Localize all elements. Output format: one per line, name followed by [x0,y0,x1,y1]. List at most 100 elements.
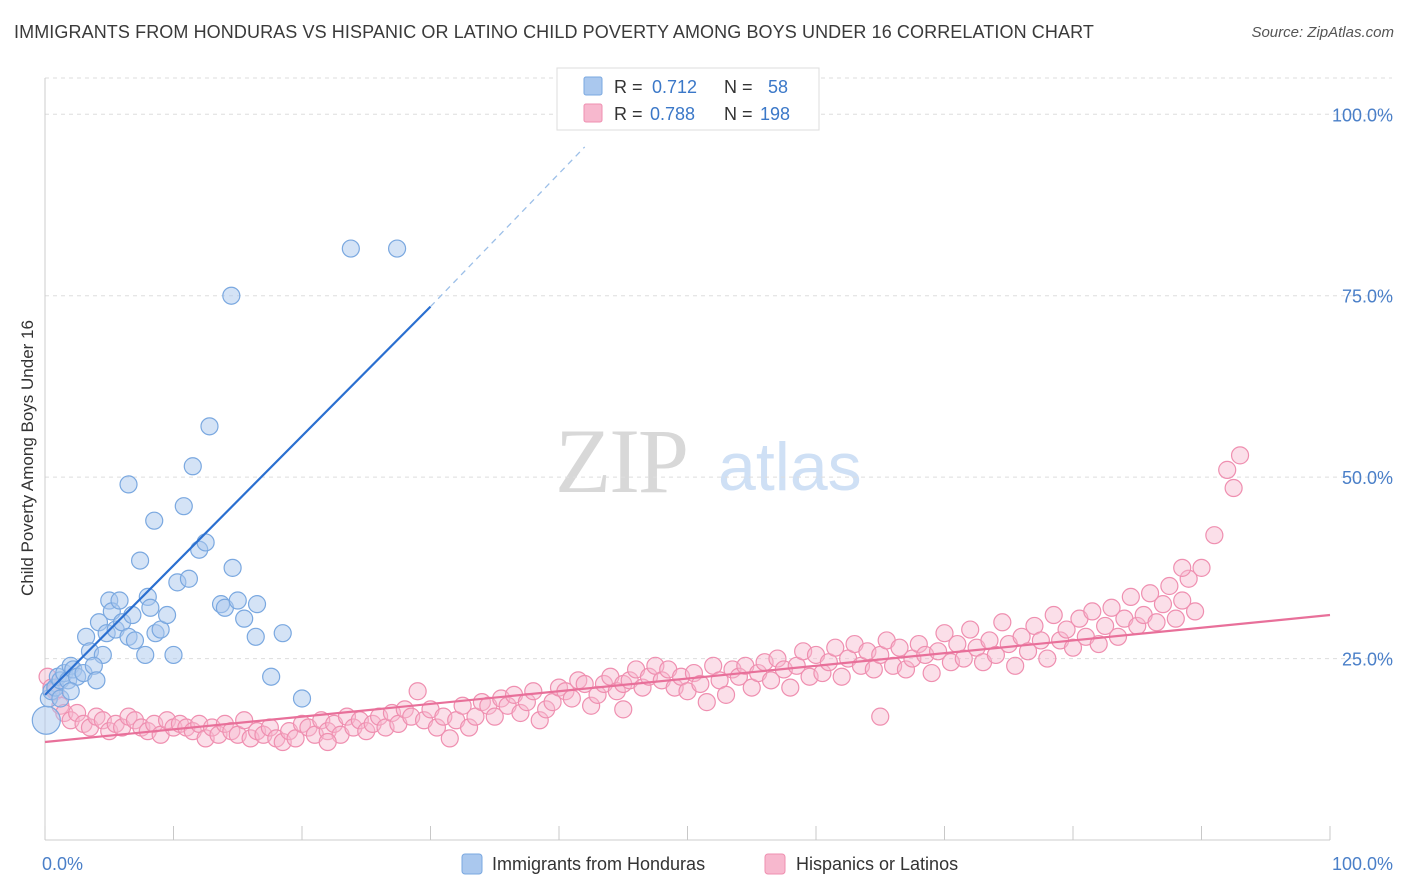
hispanic-point-176 [1160,576,1179,596]
hispanic-point-51 [357,722,376,741]
honduras-point-40 [174,497,193,516]
honduras-point-29 [130,551,150,570]
hispanic-point-150 [993,613,1012,632]
hispanic-point-186 [1224,478,1243,498]
honduras-point-23 [110,591,129,610]
honduras-point-37 [145,511,164,530]
x-tick-label-max: 100.0% [1332,854,1393,874]
hispanic-point-183 [1218,460,1237,479]
honduras-point-27 [123,605,142,625]
honduras-point-36 [164,645,183,665]
hispanic-point-144 [954,649,973,668]
honduras-point-38 [119,475,138,494]
y-tick-label-1: 50.0% [1342,468,1393,488]
honduras-trend-extension [430,146,586,308]
honduras-point-0 [31,705,61,735]
hispanic-point-62 [427,718,447,737]
hispanic-point-135 [896,660,916,679]
hispanic-point-149 [986,645,1006,665]
hispanic-point-6 [68,703,87,723]
watermark-zip: ZIP [555,410,687,512]
honduras-point-48 [223,558,242,577]
hispanic-point-78 [530,711,549,730]
stats-swatch-blue [583,76,603,96]
source-label: Source: ZipAtlas.com [1251,24,1394,41]
series-legend: Immigrants from Honduras Hispanics or La… [461,853,958,875]
stats-r-label-blue: R = [614,77,643,97]
hispanic-point-177 [1166,609,1185,628]
honduras-point-41 [179,569,199,588]
hispanic-point-107 [716,685,736,704]
hispanic-point-139 [922,663,941,683]
hispanic-point-180 [1185,602,1205,621]
legend-label-honduras: Immigrants from Honduras [492,854,705,874]
stats-n-label-blue: N = [724,77,753,97]
stats-r-value-blue: 0.712 [652,77,697,97]
hispanic-point-71 [485,707,504,726]
legend-swatch-honduras [461,853,483,875]
hispanic-point-187 [871,707,890,726]
hispanic-point-15 [125,711,145,730]
honduras-point-45 [200,417,219,436]
hispanic-point-158 [1044,605,1063,625]
stats-n-value-pink: 198 [760,104,790,124]
y-tick-label-2: 75.0% [1342,287,1393,307]
stats-legend: R = 0.712 N = 58 R = 0.788 N = 198 [556,67,820,131]
hispanic-point-173 [1140,584,1160,603]
honduras-point-55 [292,689,312,708]
hispanic-point-188 [614,700,633,719]
honduras-trend-line [44,305,432,696]
honduras-point-51 [247,595,267,614]
hispanic-point-103 [691,674,710,694]
hispanic-point-175 [1153,595,1173,614]
hispanic-point-178 [1173,591,1192,610]
hispanic-point-140 [928,642,948,661]
stats-r-value-pink: 0.788 [650,104,695,124]
hispanic-point-59 [408,682,427,701]
honduras-point-50 [235,609,254,628]
honduras-point-21 [87,671,106,690]
hispanic-point-156 [1031,631,1050,650]
hispanic-point-115 [768,649,787,668]
stats-n-label-pink: N = [724,104,753,124]
honduras-point-58 [387,239,407,258]
hispanic-point-75 [511,703,530,723]
hispanic-point-141 [935,624,954,643]
legend-swatch-hispanic [764,853,786,875]
honduras-point-57 [341,239,360,258]
hispanic-point-152 [1006,656,1025,675]
hispanic-point-170 [1121,587,1140,606]
hispanic-point-145 [961,620,980,639]
hispanic-point-185 [1173,558,1192,577]
hispanic-point-125 [832,667,851,686]
hispanic-point-166 [1096,616,1115,636]
honduras-point-52 [246,627,265,646]
hispanic-point-67 [459,718,479,737]
trend-lines [44,146,1331,744]
stats-r-label-pink: R = [614,104,643,124]
hispanic-point-104 [697,693,716,712]
stats-swatch-pink [583,103,603,123]
hispanic-point-83 [562,689,581,708]
hispanic-point-79 [537,700,556,719]
hispanic-point-182 [1205,526,1224,545]
honduras-point-53 [262,667,281,686]
hispanic-point-165 [1089,634,1108,654]
honduras-point-42 [183,457,202,476]
tick-labels: 25.0% 50.0% 75.0% 100.0% 0.0% 100.0% [42,105,1393,874]
hispanic-point-167 [1102,598,1121,617]
hispanic-point-114 [761,671,781,690]
honduras-point-44 [196,533,215,552]
x-tick-label-min: 0.0% [42,854,83,874]
honduras-point-35 [157,605,177,625]
watermark-atlas: atlas [718,429,862,505]
honduras-point-49 [228,591,247,610]
hispanic-point-32 [235,711,254,730]
hispanic-point-174 [1147,613,1166,632]
hispanic-point-117 [781,678,800,697]
honduras-point-30 [136,645,155,665]
honduras-point-56 [222,286,241,305]
hispanic-point-184 [1230,446,1250,465]
hispanic-point-179 [1179,569,1198,588]
